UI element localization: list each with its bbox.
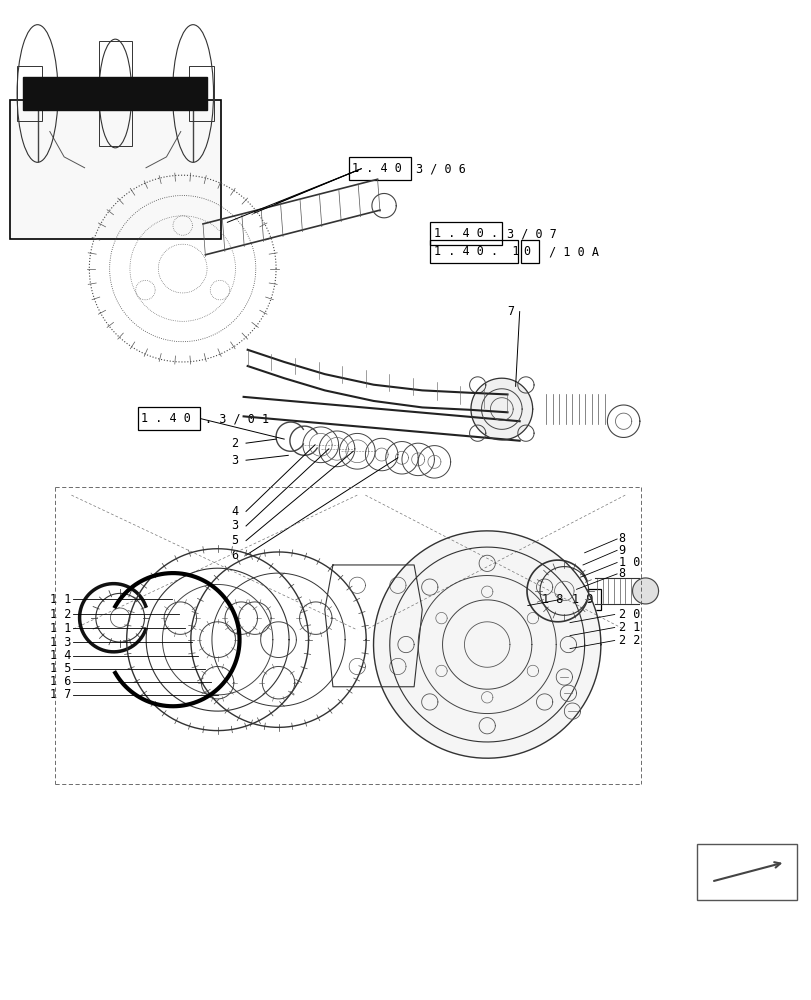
Text: 2 0: 2 0 — [618, 608, 639, 621]
Text: 3 / 0 7: 3 / 0 7 — [506, 227, 556, 240]
Bar — [99, 41, 131, 146]
Text: 3 / 0 6: 3 / 0 6 — [415, 162, 465, 175]
Text: 8: 8 — [618, 567, 625, 580]
Text: 2 1: 2 1 — [618, 621, 639, 634]
Bar — [189, 66, 213, 121]
Bar — [569, 589, 600, 610]
Text: 5: 5 — [231, 534, 238, 547]
Text: 1 1: 1 1 — [50, 593, 71, 606]
Text: 3: 3 — [231, 454, 238, 467]
Text: 0: 0 — [523, 245, 530, 258]
Bar — [24, 77, 207, 110]
Text: 1 . 4 0 .  1: 1 . 4 0 . 1 — [433, 245, 518, 258]
Bar — [10, 100, 221, 239]
Bar — [138, 407, 200, 430]
Text: 9: 9 — [618, 544, 625, 557]
Text: 1 0: 1 0 — [618, 556, 639, 569]
Text: . 3 / 0 1: . 3 / 0 1 — [204, 412, 268, 425]
Text: 1 6: 1 6 — [50, 675, 71, 688]
Bar — [17, 66, 41, 121]
Text: 1 . 4 0: 1 . 4 0 — [141, 412, 191, 425]
Text: 1 2: 1 2 — [50, 608, 71, 621]
Text: / 1 0 A: / 1 0 A — [542, 245, 599, 258]
Polygon shape — [632, 578, 658, 604]
Bar — [430, 240, 517, 263]
Text: 7: 7 — [507, 305, 514, 318]
Text: 1 1: 1 1 — [50, 622, 71, 635]
Text: 1 9: 1 9 — [572, 593, 593, 606]
Text: 2 2: 2 2 — [618, 634, 639, 647]
Bar — [430, 222, 501, 245]
Text: 1 7: 1 7 — [50, 688, 71, 701]
Text: 3: 3 — [231, 519, 238, 532]
Text: 1 . 4 0: 1 . 4 0 — [352, 162, 401, 175]
Text: 4: 4 — [231, 505, 238, 518]
Bar — [696, 844, 796, 900]
Text: 1 . 4 0 .: 1 . 4 0 . — [433, 227, 497, 240]
Text: 1 5: 1 5 — [50, 662, 71, 675]
Text: 6: 6 — [231, 549, 238, 562]
Bar — [349, 157, 410, 180]
Text: 8: 8 — [618, 532, 625, 545]
Bar — [521, 240, 539, 263]
Text: 1 4: 1 4 — [50, 649, 71, 662]
Text: 1 3: 1 3 — [50, 636, 71, 649]
Polygon shape — [470, 378, 532, 440]
Polygon shape — [373, 531, 600, 758]
Text: 1 8: 1 8 — [542, 593, 563, 606]
Text: 2: 2 — [231, 437, 238, 450]
